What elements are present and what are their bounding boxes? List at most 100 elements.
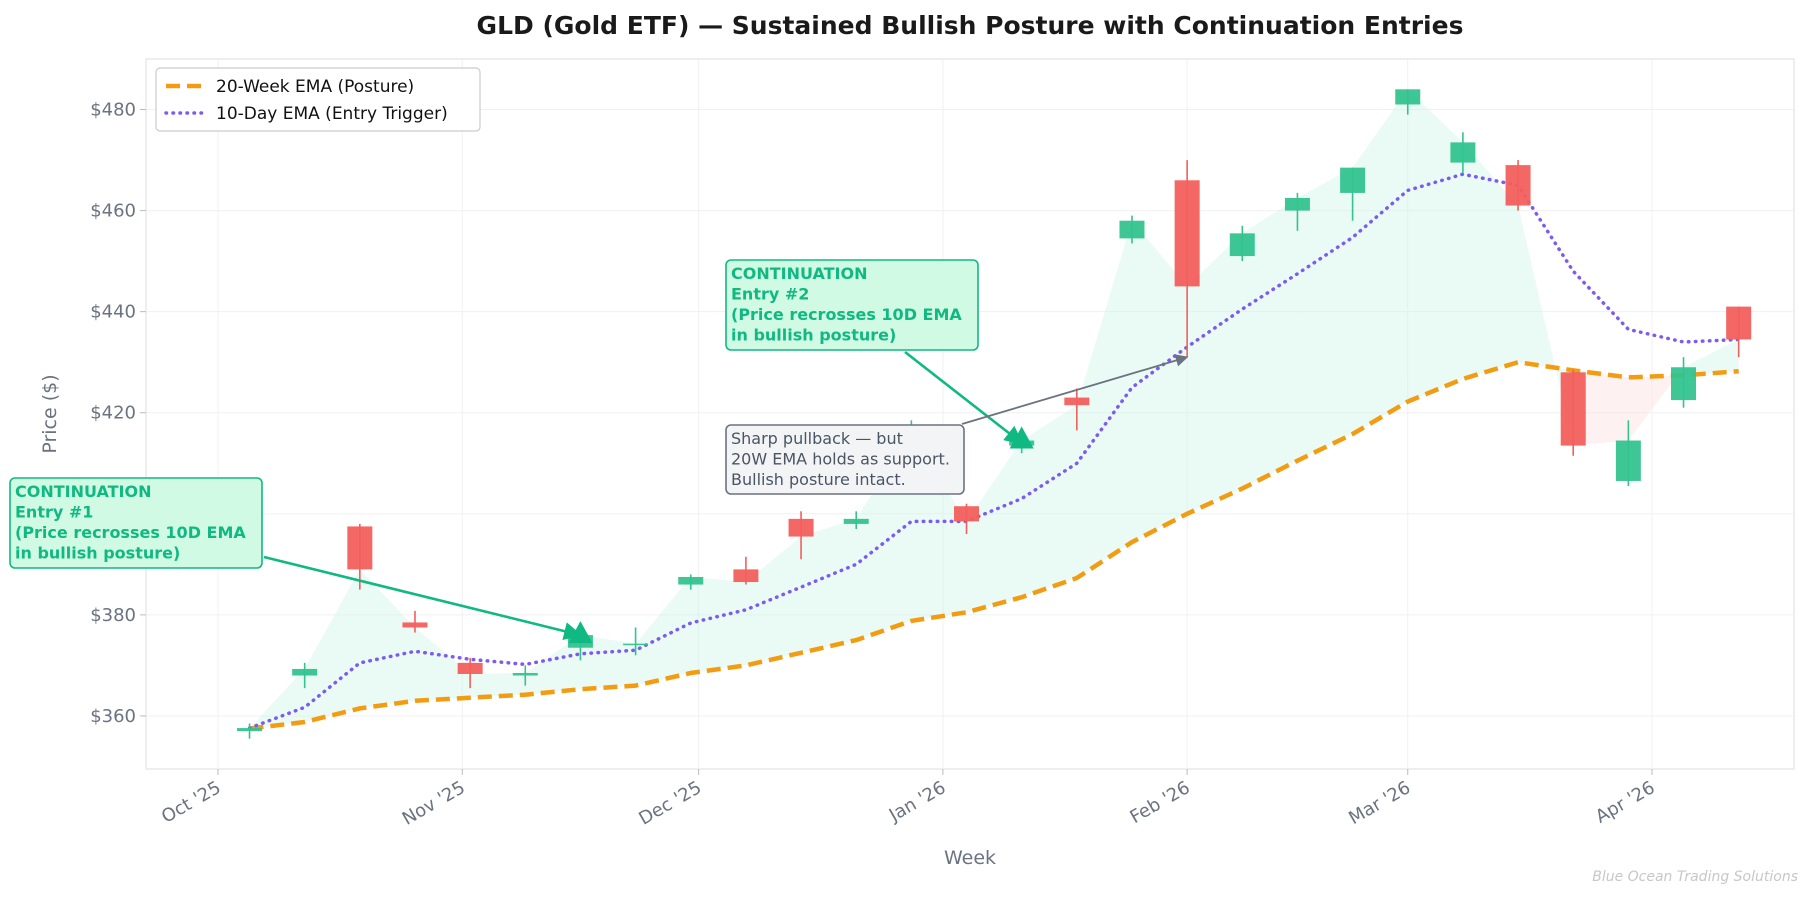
candle-body <box>512 672 538 676</box>
candle-body <box>1615 440 1641 481</box>
annotation-line: Sharp pullback — but <box>731 429 903 448</box>
bull-fill-segment <box>470 672 526 698</box>
annotation-arrow <box>904 350 1024 445</box>
candle-body <box>1064 397 1090 406</box>
candle <box>512 665 538 686</box>
annotation-line: Bullish posture intact. <box>731 470 906 489</box>
candle-body <box>347 526 373 570</box>
candle <box>1284 192 1310 231</box>
bull-fill-segment <box>1407 89 1463 402</box>
bull-fill-segment <box>801 518 857 653</box>
candle <box>1119 215 1145 244</box>
candle-body <box>237 728 263 732</box>
candle-body <box>1450 142 1476 163</box>
candle-body <box>402 622 428 628</box>
candle <box>1450 132 1476 173</box>
candle-body <box>1671 367 1697 401</box>
candle-body <box>843 518 869 524</box>
y-tick-label: $480 <box>90 100 136 121</box>
y-tick-label: $380 <box>90 605 136 626</box>
x-axis-label: Week <box>944 847 996 869</box>
candle <box>402 610 428 633</box>
bull-fill-segment <box>359 569 415 709</box>
candle-body <box>623 643 649 646</box>
bull-fill-segment <box>1021 405 1077 598</box>
candle <box>1615 420 1641 487</box>
annotation-arrow <box>961 354 1189 425</box>
x-tick-label: Dec '25 <box>635 777 705 829</box>
candle <box>1560 369 1586 456</box>
bull-fill-segment <box>1131 220 1188 543</box>
candle-body <box>1560 372 1586 446</box>
candle-body <box>1174 180 1200 287</box>
candle <box>1671 357 1697 408</box>
candle <box>1174 160 1200 358</box>
candle <box>1505 160 1531 211</box>
annotation-line: CONTINUATION <box>15 482 152 501</box>
bear-fill-segment <box>1573 370 1629 446</box>
bull-fill-segment <box>525 635 581 695</box>
candle-body <box>292 668 318 676</box>
candle <box>843 511 869 529</box>
annotation-line: Entry #1 <box>15 503 93 522</box>
x-tick-label: Mar '26 <box>1345 777 1414 829</box>
y-tick-label: $460 <box>90 201 136 222</box>
bull-fill-segment <box>1518 205 1574 446</box>
candle-body <box>1229 233 1255 257</box>
candle <box>788 511 814 560</box>
candle <box>1229 225 1255 262</box>
candle-body <box>1395 89 1421 105</box>
x-tick-label: Nov '25 <box>399 777 469 830</box>
annotation-box <box>725 259 979 351</box>
candle-body <box>733 569 759 583</box>
bull-fill-segment <box>745 536 802 666</box>
candle <box>457 657 483 689</box>
annotation-line: in bullish posture) <box>731 326 896 345</box>
candle-body <box>1726 306 1752 340</box>
annotation-line: Entry #2 <box>731 285 809 304</box>
annotations: CONTINUATION Entry #1(Price recrosses 10D… <box>9 259 1189 640</box>
candle <box>678 574 704 590</box>
candle-body <box>954 506 980 522</box>
candle <box>954 503 980 535</box>
annotation-entry2: CONTINUATION Entry #2(Price recrosses 10D… <box>725 259 1024 445</box>
candle <box>623 627 649 656</box>
legend: 20-Week EMA (Posture) 10-Day EMA (Entry T… <box>155 67 481 132</box>
candle <box>1395 89 1421 115</box>
annotation-line: (Price recrosses 10D EMA <box>15 523 246 542</box>
candle <box>1064 388 1090 431</box>
bull-fill-segment <box>1462 142 1519 379</box>
ema-10-day-line <box>247 172 1741 730</box>
candle <box>292 662 318 689</box>
candle-body <box>1119 220 1145 239</box>
annotation-line: CONTINUATION <box>731 264 868 283</box>
ema-20-week-line <box>249 359 1739 731</box>
candle <box>1340 167 1366 221</box>
bull-fill-segment <box>635 576 691 686</box>
candle-body <box>788 518 814 537</box>
y-tick-label: $420 <box>90 403 136 424</box>
bull-fill-segment <box>304 569 360 723</box>
bull-fill-segment <box>1352 89 1408 434</box>
y-axis-label: Price ($) <box>39 374 61 453</box>
bear-fill-segment <box>1628 367 1684 441</box>
candle <box>347 523 373 590</box>
annotation-arrow <box>263 555 583 640</box>
bull-fill-segment <box>966 440 1022 613</box>
candle <box>1726 306 1752 358</box>
candle <box>733 556 759 585</box>
annotation-line: in bullish posture) <box>15 544 180 563</box>
candle-body <box>1340 167 1366 193</box>
legend-label: 20-Week EMA (Posture) <box>216 77 414 97</box>
posture-fill <box>249 89 1739 729</box>
chart-title: GLD (Gold ETF) — Sustained Bullish Postu… <box>477 11 1464 40</box>
legend-label: 10-Day EMA (Entry Trigger) <box>216 104 448 124</box>
x-tick-label: Jan '26 <box>885 777 949 826</box>
x-axis: Oct '25 Nov '25 Dec '25 Jan '26 Feb '26 Mar '… <box>158 769 1659 830</box>
ema-10-day-path <box>247 172 1741 730</box>
grid <box>146 59 1794 769</box>
candle-body <box>1505 165 1531 206</box>
candle-body <box>1284 197 1310 211</box>
candle <box>237 723 263 739</box>
x-tick-label: Feb '26 <box>1126 777 1193 828</box>
